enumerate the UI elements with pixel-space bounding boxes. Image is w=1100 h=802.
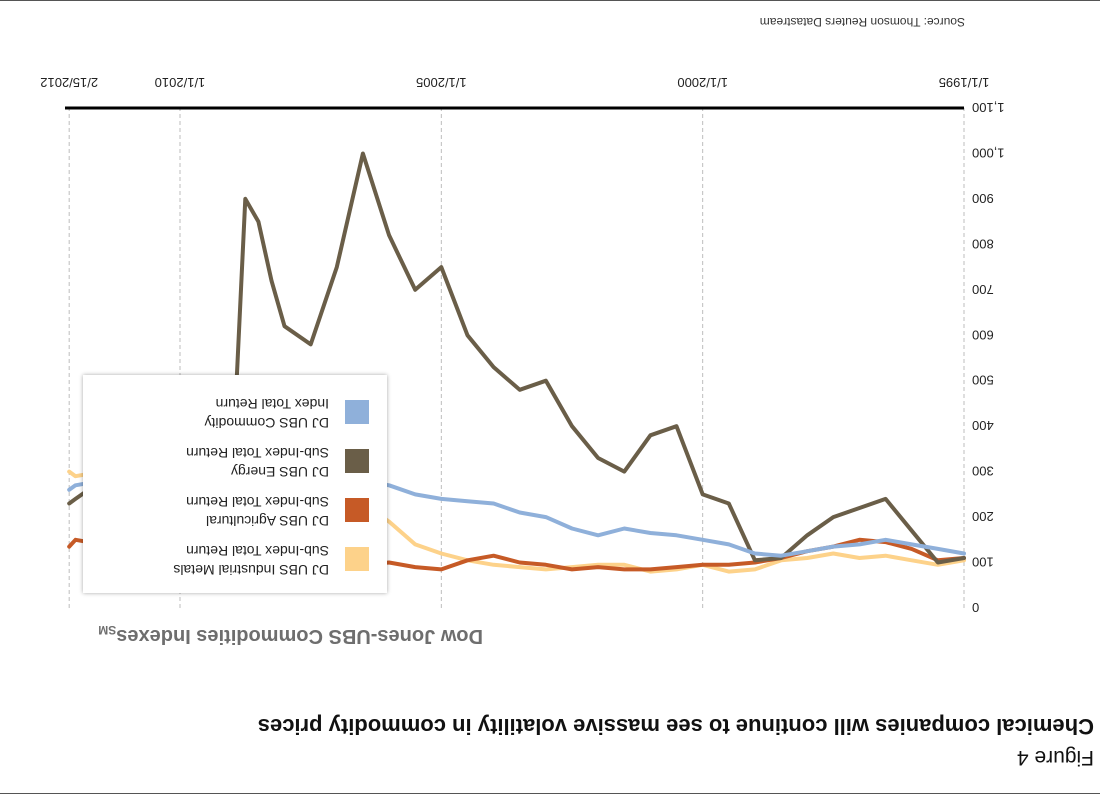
y-tick-label: 200: [972, 509, 994, 524]
legend-label: DJ UBS Energy Sub-Index Total Return: [186, 443, 329, 481]
legend-label-line: Sub-Index Total Return: [186, 543, 329, 559]
x-tick-label: 1/1/2010: [155, 75, 206, 90]
legend-swatch: [345, 547, 369, 571]
legend-item-commodity: DJ UBS Commodity Index Total Return: [89, 394, 369, 434]
y-tick-label: 500: [972, 373, 994, 388]
legend: DJ UBS Industrial Metals Sub-Index Total …: [83, 375, 387, 593]
legend-item-industrial_metals: DJ UBS Industrial Metals Sub-Index Total …: [89, 541, 369, 581]
y-axis: 0 100 200 300 400 500 600 700 800 900 1,000 1,100: [972, 100, 1005, 615]
legend-label: DJ UBS Industrial Metals Sub-Index Total …: [173, 541, 329, 579]
legend-item-agricultural: DJ UBS Agricultural Sub-Index Total Retur…: [89, 492, 369, 532]
x-tick-label: 1/1/2005: [416, 75, 467, 90]
y-tick-label: 100: [972, 555, 994, 570]
legend-label-line: DJ UBS Industrial Metals: [173, 562, 329, 578]
legend-label-line: Index Total Return: [215, 396, 329, 412]
y-tick-label: 300: [972, 464, 994, 479]
legend-swatch: [345, 449, 369, 473]
y-tick-label: 900: [972, 191, 994, 206]
y-tick-label: 1,100: [972, 100, 1005, 115]
y-tick-label: 0: [972, 600, 979, 615]
x-tick-label: 2/15/2012: [40, 75, 98, 90]
legend-item-energy: DJ UBS Energy Sub-Index Total Return: [89, 443, 369, 483]
y-tick-label: 700: [972, 282, 994, 297]
x-tick-label: 1/1/2000: [677, 75, 728, 90]
legend-swatch: [345, 498, 369, 522]
legend-swatch: [345, 400, 369, 424]
bottom-rule: [0, 0, 1100, 1]
legend-label-line: Sub-Index Total Return: [186, 445, 329, 461]
legend-label-line: DJ UBS Commodity: [204, 415, 329, 431]
y-tick-label: 1,000: [972, 145, 1005, 160]
legend-label-line: DJ UBS Agricultural: [206, 513, 329, 529]
x-tick-label: 1/1/1995: [939, 75, 990, 90]
y-tick-label: 400: [972, 418, 994, 433]
y-tick-label: 600: [972, 327, 994, 342]
legend-label-line: Sub-Index Total Return: [186, 494, 329, 510]
legend-label-line: DJ UBS Energy: [230, 464, 329, 480]
x-axis: 1/1/1995 1/1/2000 1/1/2005 1/1/2010 2/15/201…: [40, 75, 990, 110]
legend-label: DJ UBS Agricultural Sub-Index Total Retur…: [186, 492, 329, 530]
y-tick-label: 800: [972, 236, 994, 251]
source-note: Source: Thomson Reuters Datastream: [759, 15, 965, 29]
legend-label: DJ UBS Commodity Index Total Return: [205, 394, 329, 432]
vertical-gridlines: [68, 108, 965, 608]
